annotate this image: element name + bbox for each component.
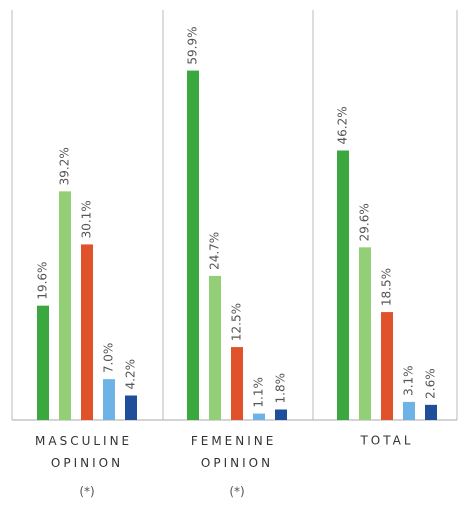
data-label: 7.0% [102,343,116,374]
bar [337,150,349,420]
bar [381,312,393,420]
data-label: 1.1% [252,377,266,408]
bar [253,413,265,420]
data-label: 1.8% [274,373,288,404]
bar [37,305,49,420]
data-label: 4.2% [124,359,138,390]
data-label: 29.6% [358,203,372,241]
bar [209,275,221,420]
category-note: (*) [229,485,244,499]
bar [231,347,243,420]
data-label: 19.6% [36,262,50,300]
bar [359,247,371,420]
bar [187,70,199,420]
category-note: (*) [79,485,94,499]
bar [81,244,93,420]
bar [125,395,137,420]
data-label: 12.5% [230,303,244,341]
data-label: 18.5% [380,268,394,306]
x-tick-label: FEMENINE OPINION [191,434,283,470]
data-label: 24.7% [208,232,222,270]
data-label: 30.1% [80,200,94,238]
bar [275,409,287,420]
data-label: 59.9% [186,26,200,64]
bar [59,191,71,420]
data-label: 39.2% [58,147,72,185]
data-label: 46.2% [336,106,350,144]
bar [403,401,415,420]
bar [425,404,437,420]
bar [103,379,115,420]
data-label: 3.1% [402,365,416,396]
data-label: 2.6% [424,368,438,399]
x-tick-label: MASCULINE OPINION [35,434,139,470]
x-tick-label: TOTAL [359,434,413,448]
